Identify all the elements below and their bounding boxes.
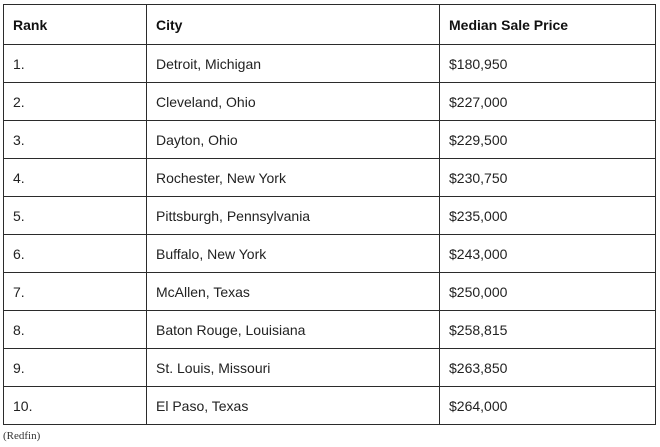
table-row: 8. Baton Rouge, Louisiana $258,815 bbox=[3, 310, 656, 349]
table-header-row: Rank City Median Sale Price bbox=[3, 4, 656, 45]
price-cell: $250,000 bbox=[439, 272, 656, 311]
city-cell: Baton Rouge, Louisiana bbox=[146, 310, 440, 349]
rank-cell: 5. bbox=[3, 196, 147, 235]
column-header-city: City bbox=[146, 4, 440, 45]
table-row: 2. Cleveland, Ohio $227,000 bbox=[3, 82, 656, 121]
rank-cell: 7. bbox=[3, 272, 147, 311]
city-cell: Buffalo, New York bbox=[146, 234, 440, 273]
column-header-rank: Rank bbox=[3, 4, 147, 45]
table-row: 10. El Paso, Texas $264,000 bbox=[3, 386, 656, 425]
table-row: 4. Rochester, New York $230,750 bbox=[3, 158, 656, 197]
price-cell: $258,815 bbox=[439, 310, 656, 349]
rank-cell: 10. bbox=[3, 386, 147, 425]
source-caption: (Redfin) bbox=[3, 430, 41, 442]
price-cell: $229,500 bbox=[439, 120, 656, 159]
city-cell: Rochester, New York bbox=[146, 158, 440, 197]
price-cell: $263,850 bbox=[439, 348, 656, 387]
table-row: 5. Pittsburgh, Pennsylvania $235,000 bbox=[3, 196, 656, 235]
price-cell: $235,000 bbox=[439, 196, 656, 235]
price-cell: $180,950 bbox=[439, 44, 656, 83]
price-table-container: Rank City Median Sale Price 1. Detroit, … bbox=[3, 4, 656, 425]
rank-cell: 4. bbox=[3, 158, 147, 197]
rank-cell: 6. bbox=[3, 234, 147, 273]
city-cell: McAllen, Texas bbox=[146, 272, 440, 311]
price-cell: $230,750 bbox=[439, 158, 656, 197]
city-cell: Cleveland, Ohio bbox=[146, 82, 440, 121]
price-cell: $243,000 bbox=[439, 234, 656, 273]
rank-cell: 3. bbox=[3, 120, 147, 159]
table-row: 1. Detroit, Michigan $180,950 bbox=[3, 44, 656, 83]
rank-cell: 2. bbox=[3, 82, 147, 121]
rank-cell: 1. bbox=[3, 44, 147, 83]
city-cell: St. Louis, Missouri bbox=[146, 348, 440, 387]
city-cell: Detroit, Michigan bbox=[146, 44, 440, 83]
table-row: 7. McAllen, Texas $250,000 bbox=[3, 272, 656, 311]
price-cell: $227,000 bbox=[439, 82, 656, 121]
median-sale-price-table: Rank City Median Sale Price 1. Detroit, … bbox=[3, 4, 656, 425]
city-cell: Dayton, Ohio bbox=[146, 120, 440, 159]
table-row: 6. Buffalo, New York $243,000 bbox=[3, 234, 656, 273]
price-cell: $264,000 bbox=[439, 386, 656, 425]
rank-cell: 9. bbox=[3, 348, 147, 387]
city-cell: Pittsburgh, Pennsylvania bbox=[146, 196, 440, 235]
table-row: 9. St. Louis, Missouri $263,850 bbox=[3, 348, 656, 387]
rank-cell: 8. bbox=[3, 310, 147, 349]
column-header-median-sale-price: Median Sale Price bbox=[439, 4, 656, 45]
table-row: 3. Dayton, Ohio $229,500 bbox=[3, 120, 656, 159]
city-cell: El Paso, Texas bbox=[146, 386, 440, 425]
